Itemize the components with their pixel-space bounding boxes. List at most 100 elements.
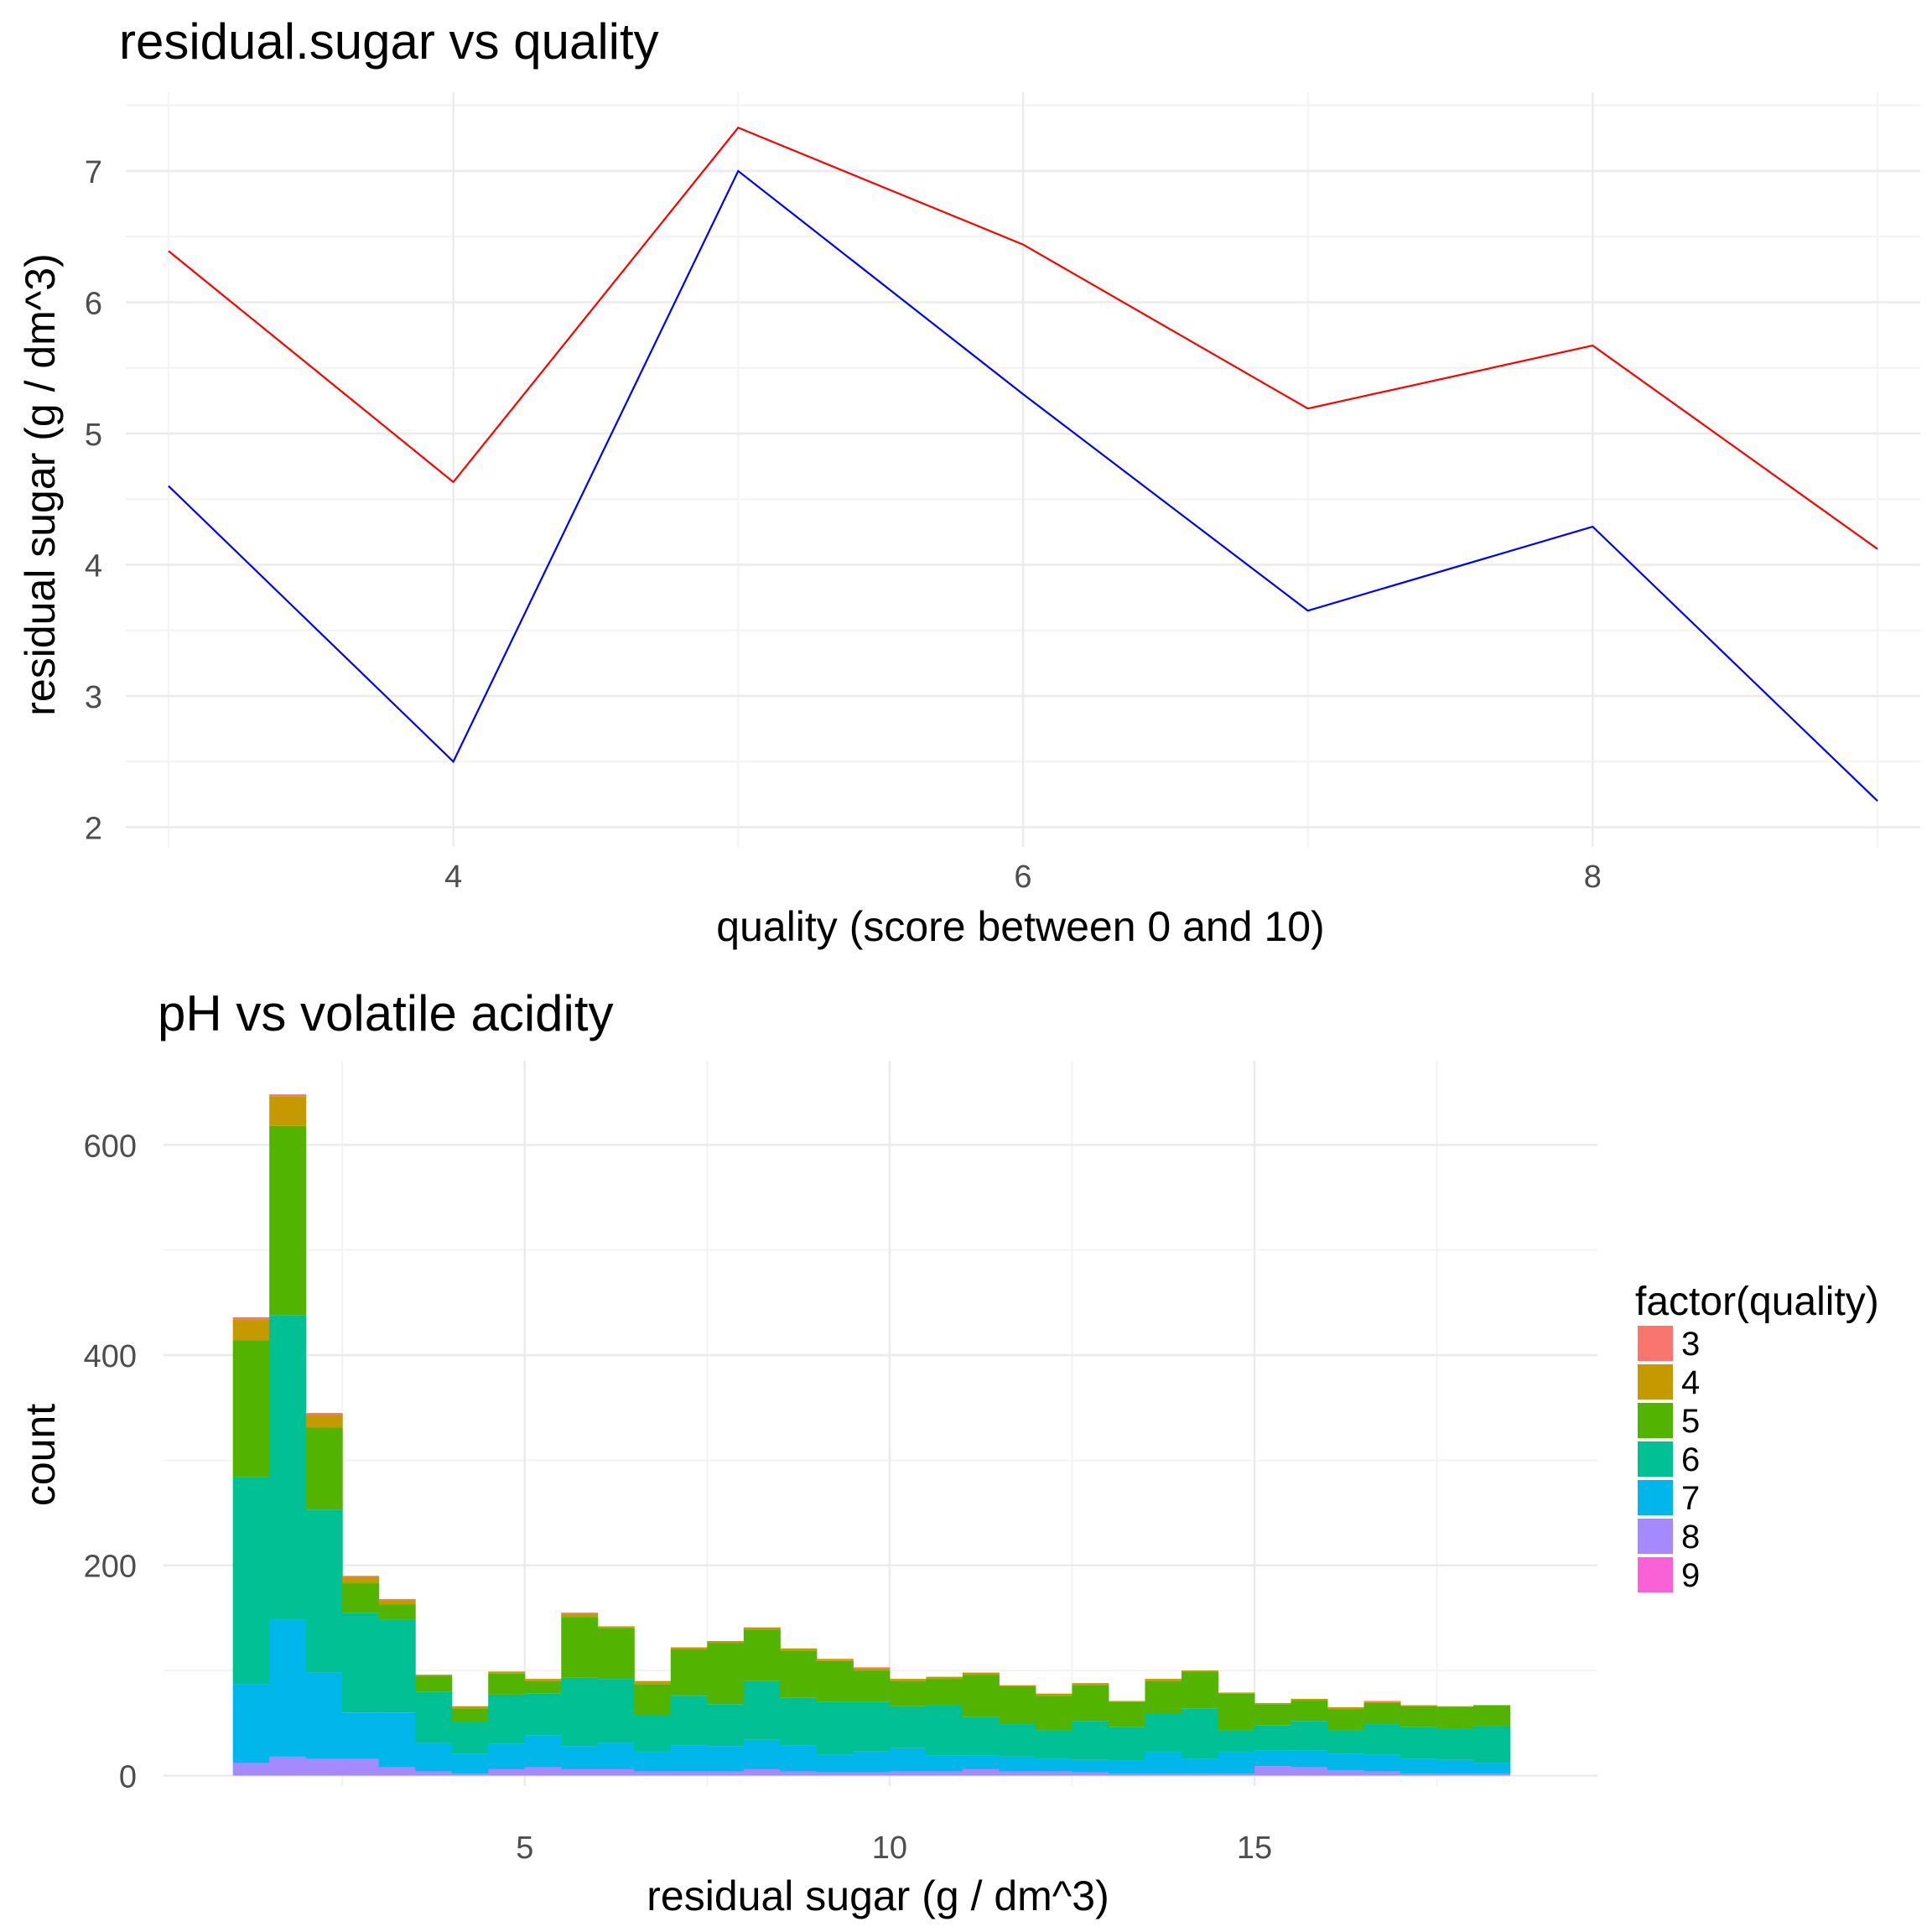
bar-segment-q4 [597,1626,635,1628]
bar-segment-q8 [597,1768,635,1776]
bar-segment-q8 [269,1756,307,1776]
legend-key-5 [1636,1401,1675,1440]
bar-segment-q8 [1072,1772,1109,1776]
bar-segment-q7 [926,1755,963,1772]
bar-segment-q7 [1072,1759,1109,1773]
legend-key-8 [1636,1517,1675,1555]
bar-segment-q5 [342,1583,380,1613]
bar-segment-q4 [816,1659,854,1661]
bar-segment-q8 [1400,1773,1438,1776]
bar-segment-q6 [488,1694,526,1744]
bar-segment-q6 [1436,1728,1474,1760]
histogram-chart-ylabel: count [17,1404,64,1506]
bar-segment-q6 [451,1722,489,1754]
bar-segment-q8 [743,1768,781,1776]
bar-segment-q4 [999,1685,1036,1686]
bar-segment-q7 [1327,1753,1365,1771]
bar-segment-q8 [853,1772,891,1776]
bar-segment-q7 [451,1753,489,1774]
bar-segment-q6 [1400,1727,1438,1759]
bar-segment-q5 [780,1650,818,1698]
bar-segment-q6 [999,1724,1036,1757]
y-tick-label: 6 [85,286,102,321]
bar-segment-q3 [853,1667,891,1669]
bar-segment-q8 [1473,1773,1511,1776]
bar-segment-q8 [342,1758,380,1776]
bar-segment-q6 [670,1696,708,1746]
histogram-chart-title: pH vs volatile acidity [158,985,614,1041]
bar-segment-q5 [1145,1680,1182,1714]
bar-segment-q5 [597,1628,635,1680]
bar-segment-q5 [1035,1696,1072,1731]
line-chart-ylabel: residual sugar (g / dm^3) [17,253,64,715]
legend-label-4: 4 [1681,1364,1700,1401]
line-chart-ticks: 4 6 8 2 3 4 5 6 7 [85,155,1602,895]
bar-segment-q8 [889,1771,927,1776]
bar-segment-q5 [743,1629,781,1681]
line-chart-grid [126,92,1920,847]
bar-segment-q4 [451,1706,489,1709]
line-chart: residual.sugar vs quality 4 6 8 2 3 4 5 6 7 qual… [17,13,1920,950]
x-tick-label: 5 [516,1831,533,1866]
bar-segment-q6 [1363,1724,1401,1755]
bar-segment-q5 [378,1604,416,1620]
bar-segment-q4 [889,1679,927,1681]
bar-segment-q6 [816,1701,854,1755]
bar-segment-q5 [269,1125,307,1316]
bar-segment-q8 [1436,1773,1474,1776]
bar-segment-q7 [488,1743,526,1769]
legend-key-3 [1636,1324,1675,1363]
bar-segment-q4 [269,1096,307,1126]
bar-segment-q5 [1327,1709,1365,1731]
bar-segment-q4 [1436,1706,1474,1707]
legend-label-3: 3 [1681,1326,1700,1363]
bar-segment-q5 [999,1685,1036,1725]
bar-segment-q7 [816,1754,854,1773]
bar-segment-q6 [597,1679,635,1743]
series-line-2 [168,169,1878,802]
y-tick-label: 4 [85,548,102,584]
bar-segment-q3 [305,1412,343,1415]
bar-segment-q7 [415,1742,453,1772]
bar-segment-q7 [1181,1758,1218,1774]
bar-segment-q7 [743,1739,781,1769]
bar-segment-q6 [743,1680,781,1740]
bar-segment-q4 [926,1676,963,1680]
bar-segment-q8 [561,1768,599,1776]
bar-segment-q4 [780,1648,818,1651]
bar-segment-q7 [1473,1763,1511,1774]
histogram-chart-ticks: 5 10 15 0 200 400 600 [84,1129,1273,1866]
bar-segment-q8 [232,1763,270,1776]
bar-segment-q5 [962,1675,1000,1717]
bar-segment-q6 [1072,1721,1109,1760]
line-chart-title: residual.sugar vs quality [119,13,659,70]
bar-segment-q6 [1035,1730,1072,1759]
bar-segment-q5 [670,1649,708,1696]
bar-segment-q5 [488,1673,526,1695]
bar-segment-q7 [1254,1750,1292,1767]
bar-segment-q3 [378,1598,416,1601]
bar-segment-q4 [1363,1701,1401,1703]
x-tick-label: 15 [1237,1831,1272,1866]
bar-segment-q4 [1181,1670,1218,1672]
bar-segment-q8 [999,1771,1036,1776]
line-chart-series [168,126,1878,802]
legend-label-9: 9 [1681,1557,1700,1594]
line-chart-xlabel: quality (score between 0 and 10) [716,903,1324,950]
bar-segment-q7 [597,1742,635,1769]
bar-segment-q5 [707,1643,745,1705]
bar-segment-q7 [889,1748,927,1772]
y-tick-label: 600 [84,1129,137,1164]
x-tick-label: 6 [1014,860,1031,895]
bar-segment-q5 [415,1675,453,1692]
bar-segment-q8 [707,1771,745,1776]
bar-segment-q4 [524,1679,562,1681]
histogram-chart-xlabel: residual sugar (g / dm^3) [647,1872,1109,1919]
histogram-chart-bars [232,1094,1511,1776]
x-tick-label: 8 [1584,860,1602,895]
legend-label-8: 8 [1681,1519,1700,1555]
x-tick-label: 4 [444,860,462,895]
legend-title: factor(quality) [1635,1280,1879,1324]
